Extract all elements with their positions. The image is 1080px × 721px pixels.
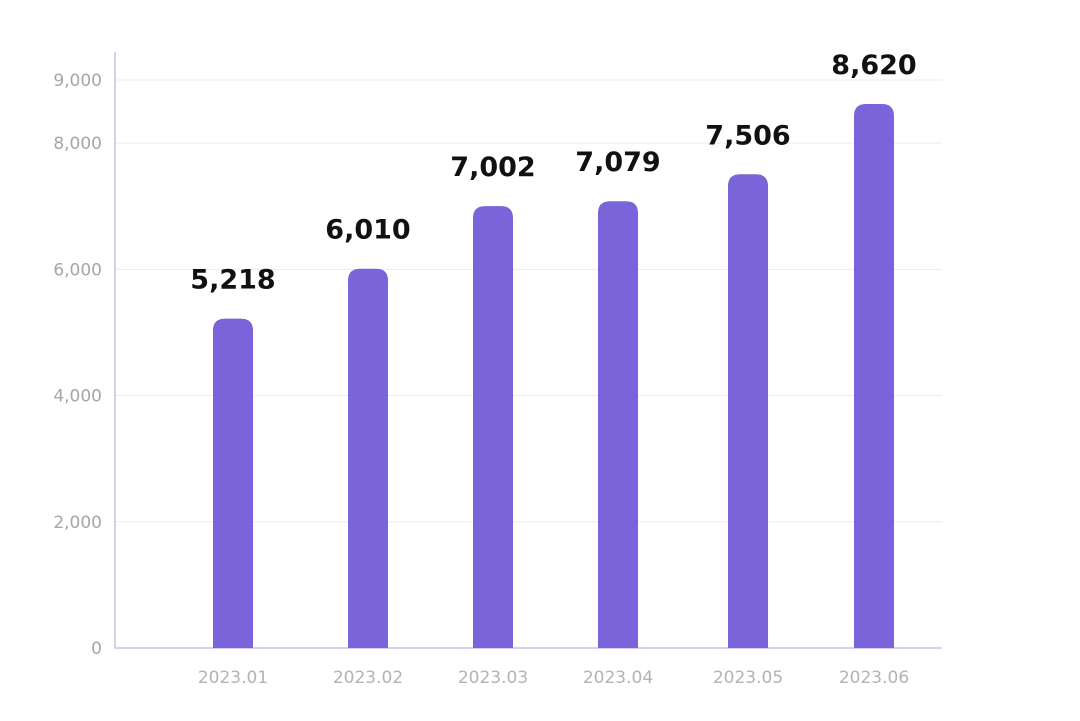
bar-2023.04 — [598, 201, 638, 648]
x-tick-label: 2023.03 — [458, 668, 528, 688]
data-label: 5,218 — [190, 265, 275, 296]
x-tick-label: 2023.01 — [198, 668, 268, 688]
y-tick-label: 6,000 — [53, 260, 102, 280]
bar-2023.06 — [854, 103, 894, 648]
bar-2023.02 — [348, 268, 388, 648]
data-label: 7,002 — [450, 152, 535, 183]
y-tick-label: 0 — [91, 639, 102, 659]
data-label: 7,079 — [575, 147, 660, 178]
bar-2023.05 — [728, 174, 768, 648]
bars — [213, 103, 894, 648]
data-label: 7,506 — [705, 120, 790, 151]
x-tick-label: 2023.02 — [333, 668, 403, 688]
bar-2023.03 — [473, 206, 513, 648]
y-axis-ticks: 0 2,000 4,000 6,000 8,000 9,000 — [53, 71, 102, 659]
data-label: 8,620 — [831, 50, 916, 81]
y-tick-label: 2,000 — [53, 513, 102, 533]
data-label: 6,010 — [325, 215, 410, 246]
bar-2023.01 — [213, 318, 253, 648]
x-tick-label: 2023.06 — [839, 668, 909, 688]
x-tick-label: 2023.05 — [713, 668, 783, 688]
x-tick-label: 2023.04 — [583, 668, 653, 688]
x-axis-ticks: 2023.01 2023.02 2023.03 2023.04 2023.05 2023.… — [198, 668, 909, 688]
data-labels: 5,218 6,010 7,002 7,079 7,506 8,620 — [190, 50, 916, 296]
y-tick-label: 9,000 — [53, 71, 102, 91]
y-tick-label: 8,000 — [53, 134, 102, 154]
y-tick-label: 4,000 — [53, 387, 102, 407]
